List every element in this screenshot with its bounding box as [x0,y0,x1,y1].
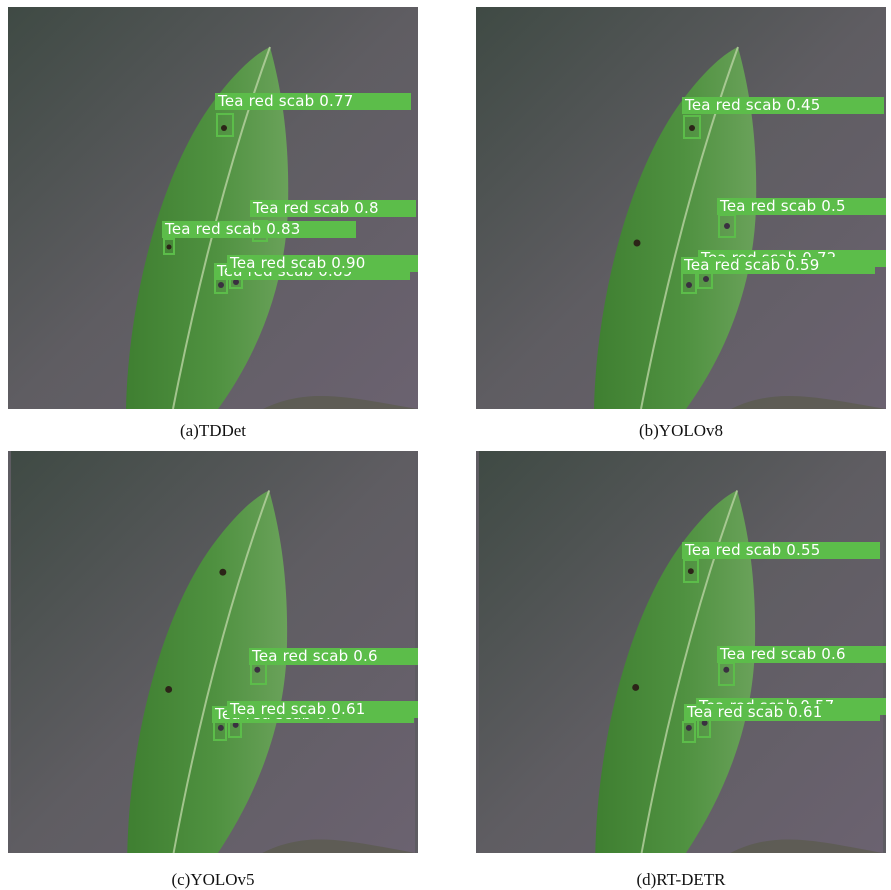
panel-a-caption: (a)TDDet [179,421,247,440]
detection-label: Tea red scab 0.6 [717,646,886,663]
detection-box [718,214,736,238]
detection-box [683,115,701,139]
detection-label: Tea red scab 0.8 [250,200,416,217]
detection-label: Tea red scab 0.6 [249,648,418,665]
panel-b-image: Tea red scab 0.45 Tea red scab 0.5 Tea r… [476,7,886,409]
detection-label: Tea red scab 0.61 [227,701,418,718]
detection-label: Tea red scab 0.61 [684,704,880,721]
detection-label: Tea red scab 0.59 [681,257,875,274]
panel-d-image: Tea red scab 0.55 Tea red scab 0.6 Tea r… [476,451,886,853]
panel-b-caption: (b)YOLOv8 [638,421,724,440]
detection-box [163,238,175,255]
detection-label: Tea red scab 0.45 [682,97,884,114]
detection-box [718,662,735,686]
detection-box [216,113,234,137]
panel-d-caption: (d)RT-DETR [636,870,726,889]
detection-box [682,721,696,743]
detection-label: Tea red scab 0.77 [215,93,411,110]
detection-label: Tea red scab 0.55 [682,542,880,559]
detection-box [681,272,697,294]
panel-c-image: Tea red scab 0.6 Tea red scab 0.5 Tea re… [8,451,418,853]
panel-c-caption: (c)YOLOv5 [171,870,255,889]
detection-label: Tea red scab 0.5 [717,198,886,215]
detection-label: Tea red scab 0.83 [162,221,356,238]
detection-label: Tea red scab 0.90 [227,255,418,272]
panel-a-image: Tea red scab 0.77 Tea red scab 0.8 Tea r… [8,7,418,409]
detection-box [683,559,699,583]
